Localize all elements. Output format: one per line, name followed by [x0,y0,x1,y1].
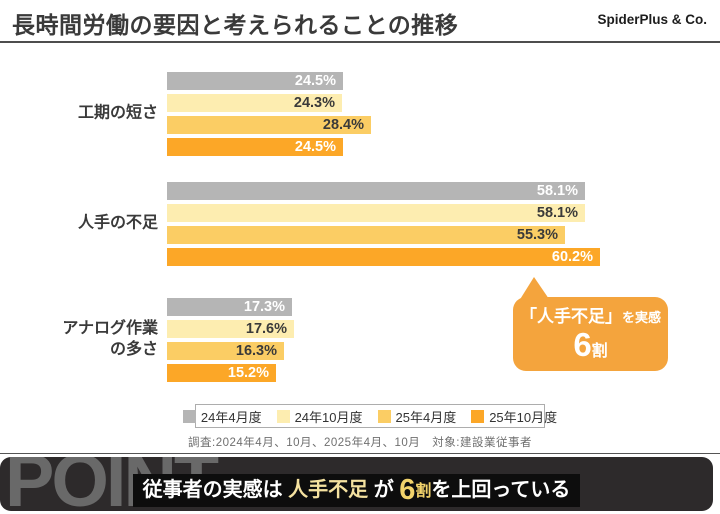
legend-swatch-icon [182,409,196,423]
legend: 24年4月度 24年10月度 25年4月度 25年10月度 [182,404,557,428]
bar-value-label: 60.2% [551,248,593,265]
brand-logo: SpiderPlus & Co. [597,12,707,27]
category-label: 人手の不足 [77,214,158,232]
legend-item: 24年4月度 [182,407,262,426]
bar: 60.2% [167,248,600,266]
bar: 17.3% [167,298,292,316]
point-post: を上回っている [431,479,571,501]
bar-value-label: 15.2% [227,364,269,381]
point-number: 6 [399,474,416,506]
legend-swatch-icon [377,409,391,423]
bar: 58.1% [167,204,585,222]
category-label: アナログ作業 の多さ [62,320,158,358]
point-statement: 従事者の実感は 人手不足 が 6割を上回っている [143,476,571,505]
point-pre: 従事者の実感は [142,479,289,501]
callout-line1: 「人手不足」を実感 [513,307,668,327]
bar-value-label: 16.3% [235,342,277,359]
point-mid: が [368,479,400,501]
bar-value-label: 24.5% [294,138,336,155]
point-statement-band: 従事者の実感は 人手不足 が 6割を上回っている [133,474,580,507]
bar: 16.3% [167,342,284,360]
callout-bubble: 「人手不足」を実感 6割 [513,297,668,371]
survey-footnote: 調査:2024年4月、10月、2025年4月、10月 対象:建設業従事者 [188,437,532,449]
bar: 15.2% [167,364,276,382]
bar-value-label: 24.3% [293,94,335,111]
legend-swatch-icon [471,409,485,423]
bar-value-label: 17.6% [245,320,287,337]
bar-value-label: 24.5% [294,72,336,89]
bar-value-label: 17.3% [243,298,285,315]
point-banner: POINT 従事者の実感は 人手不足 が 6割を上回っている [0,457,713,511]
callout-counter: 割 [591,343,608,361]
bar-value-label: 28.4% [322,116,364,133]
legend-label: 24年10月度 [294,409,363,425]
bar-value-label: 55.3% [516,226,558,243]
bar: 55.3% [167,226,565,244]
callout-keyword: 「人手不足」 [519,307,622,326]
bar: 28.4% [167,116,371,134]
bar: 24.5% [167,138,343,156]
page-title: 長時間労働の要因と考えられることの推移 [12,12,459,38]
legend-swatch-icon [276,409,290,423]
bar: 24.5% [167,72,343,90]
callout-tail-icon [519,277,549,301]
callout-number: 6 [573,326,592,364]
bar-value-label: 58.1% [536,182,578,199]
legend-label: 25年4月度 [395,409,457,425]
bar: 58.1% [167,182,585,200]
point-counter: 割 [415,483,432,500]
legend-label: 25年10月度 [489,409,558,425]
callout-suffix: を実感 [621,310,661,325]
category-label: 工期の短さ [77,104,158,122]
legend-item: 25年10月度 [471,407,557,426]
legend-label: 24年4月度 [200,409,262,425]
bar: 24.3% [167,94,342,112]
callout-line2: 6割 [513,328,668,361]
bar-chart: 工期の短さ 24.5% 24.3% 28.4% 24.5% 人手の不足 58.1% 58.1%… [62,72,600,382]
section-divider [0,453,720,454]
legend-item: 25年4月度 [377,407,457,426]
bar-value-label: 58.1% [536,204,578,221]
header-divider [0,41,720,43]
bar: 17.6% [167,320,294,338]
legend-item: 24年10月度 [276,407,363,426]
point-highlight: 人手不足 [288,479,369,501]
